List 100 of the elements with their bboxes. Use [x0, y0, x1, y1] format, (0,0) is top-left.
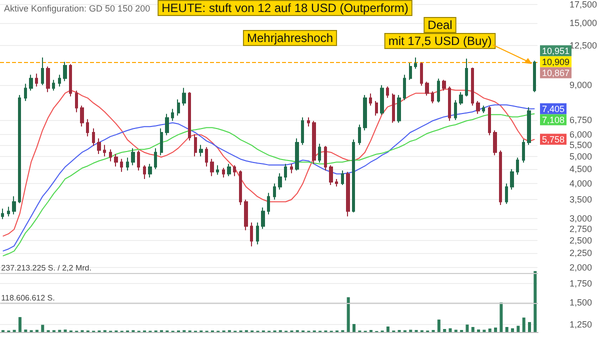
- data-label: 7,108: [542, 114, 565, 125]
- bar: [505, 327, 508, 332]
- bar: [488, 328, 492, 332]
- candlestick: [239, 170, 242, 206]
- candlestick: [420, 62, 423, 86]
- candlestick: [352, 138, 355, 213]
- bar: [466, 324, 469, 332]
- candlestick: [307, 116, 310, 127]
- bar: [346, 297, 350, 332]
- candlestick: [329, 164, 333, 186]
- candlestick: [24, 83, 27, 102]
- candlestick: [75, 90, 78, 113]
- candlestick: [250, 222, 253, 247]
- candlestick: [256, 222, 259, 245]
- text: 10,951: [542, 46, 570, 56]
- candlestick: [397, 94, 401, 124]
- candlestick: [154, 148, 157, 170]
- annotation: Deal: [428, 18, 452, 32]
- y-tick-label: 6,000: [569, 129, 592, 140]
- candlestick: [318, 143, 321, 164]
- bar: [448, 328, 452, 332]
- bar: [534, 271, 537, 332]
- bar: [443, 329, 446, 332]
- candlestick: [493, 130, 497, 156]
- candlestick: [58, 74, 61, 87]
- candlestick: [346, 171, 350, 217]
- annotation: mit 17,5 USD (Buy): [388, 34, 492, 48]
- ref-line-label: 237.213.225 S. / 2,2 Mrd.: [1, 263, 92, 272]
- candlestick: [295, 138, 299, 172]
- candlestick: [442, 79, 446, 92]
- candlestick: [533, 60, 536, 93]
- candlestick: [137, 150, 140, 172]
- bar: [18, 317, 22, 332]
- y-tick-label: 4,000: [569, 178, 592, 188]
- candlestick: [41, 57, 44, 86]
- y-tick-label: 1,250: [569, 320, 592, 330]
- candlestick: [52, 79, 55, 92]
- y-tick-label: 9,000: [569, 80, 592, 90]
- y-tick-label: 2,000: [569, 262, 592, 273]
- bar: [528, 322, 532, 332]
- candlestick: [499, 150, 502, 206]
- y-tick-label: 12,500: [569, 40, 598, 50]
- candlestick: [1, 208, 4, 220]
- candlestick: [267, 192, 270, 215]
- candlestick: [29, 74, 33, 92]
- candlestick: [210, 158, 214, 177]
- candlestick: [12, 196, 16, 215]
- candlestick: [120, 158, 123, 172]
- y-tick-label: 5,500: [569, 140, 592, 150]
- candlestick: [92, 128, 95, 146]
- candlestick: [375, 100, 378, 116]
- y-tick-label: 2,250: [569, 248, 592, 258]
- candlestick: [414, 57, 417, 70]
- candlestick: [148, 163, 152, 178]
- y-tick-label: 1,500: [569, 297, 592, 308]
- candlestick: [165, 113, 169, 136]
- data-label: 5,758: [542, 134, 565, 144]
- candlestick: [386, 86, 389, 98]
- candlestick: [114, 154, 118, 168]
- candlestick: [465, 58, 468, 97]
- candlestick: [273, 182, 276, 200]
- y-tick-label: 4,500: [569, 164, 592, 174]
- candlestick: [312, 120, 316, 164]
- candlestick: [80, 105, 84, 127]
- candlestick: [425, 81, 429, 96]
- candlestick: [471, 67, 474, 106]
- bar: [437, 320, 440, 332]
- candlestick: [284, 163, 287, 181]
- candlestick: [86, 118, 89, 137]
- candlestick: [261, 207, 265, 230]
- candlestick: [516, 157, 519, 176]
- candlestick: [97, 138, 101, 155]
- annotation: Aktive Konfiguration: GD 50 150 200: [4, 4, 150, 14]
- candlestick: [341, 170, 344, 186]
- candlestick: [522, 138, 525, 164]
- candlestick: [437, 78, 440, 103]
- candlestick: [143, 164, 146, 180]
- y-tick-label: 5,000: [569, 151, 592, 162]
- candlestick: [403, 74, 406, 101]
- y-tick-label: 2,500: [569, 235, 592, 246]
- candlestick: [109, 148, 112, 162]
- candlestick: [527, 106, 531, 146]
- ref-line-label: 10,909: [542, 56, 570, 67]
- line-series: [2, 88, 536, 237]
- candlestick: [482, 105, 485, 114]
- candlestick: [69, 64, 72, 97]
- candlestick: [205, 146, 208, 168]
- candlestick: [488, 106, 491, 136]
- bar: [522, 318, 526, 332]
- candlestick: [182, 87, 186, 106]
- bar: [516, 326, 520, 332]
- candlestick: [233, 164, 236, 177]
- y-tick-label: 3,500: [569, 194, 592, 205]
- candlestick: [510, 168, 514, 190]
- candlestick: [324, 145, 327, 172]
- y-tick-label: 6,750: [569, 115, 592, 126]
- candlestick: [227, 163, 231, 177]
- candlestick: [18, 94, 21, 204]
- candlestick: [335, 178, 338, 188]
- bar: [500, 302, 503, 332]
